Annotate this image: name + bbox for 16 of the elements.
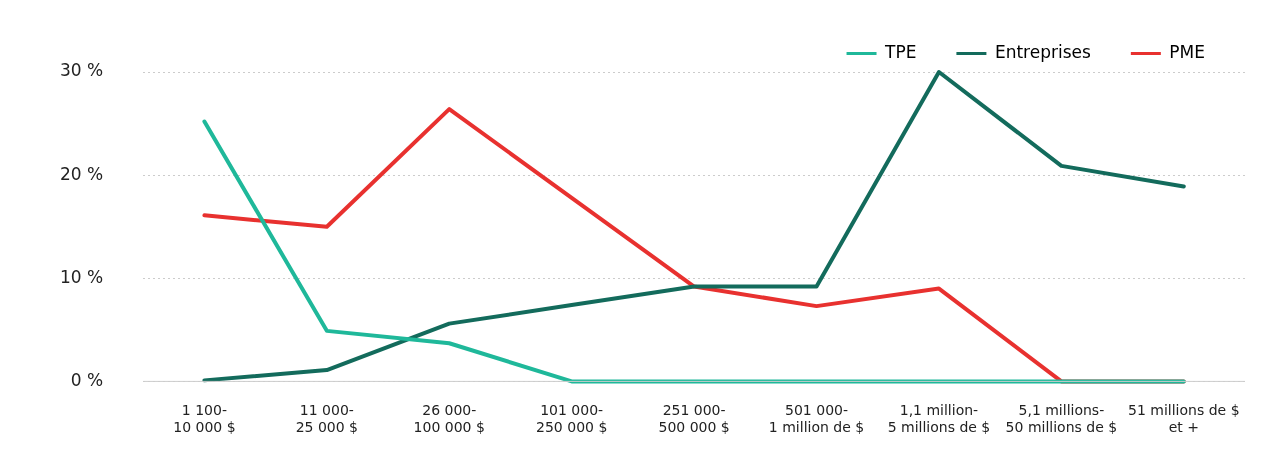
x-tick-label: 26 000- 100 000 $ <box>413 402 485 436</box>
legend-label: TPE <box>884 41 917 62</box>
x-tick-label: 51 millions de $ et + <box>1128 402 1240 436</box>
x-tick-label: 1,1 million- 5 millions de $ <box>887 402 991 436</box>
legend-label: Entreprises <box>994 41 1091 62</box>
x-tick-label: 251 000- 500 000 $ <box>658 402 730 436</box>
x-tick-label: 5,1 millions- 50 millions de $ <box>1005 402 1118 436</box>
y-tick-label: 0 % <box>70 369 104 390</box>
legend-label: PME <box>1169 41 1206 62</box>
x-tick-label: 1 100- 10 000 $ <box>173 402 236 436</box>
x-tick-label: 11 000- 25 000 $ <box>295 402 358 436</box>
x-tick-label: 501 000- 1 million de $ <box>768 402 865 436</box>
y-tick-label: 30 % <box>59 60 104 81</box>
y-tick-label: 10 % <box>59 266 104 287</box>
y-tick-label: 20 % <box>59 163 104 184</box>
x-tick-label: 101 000- 250 000 $ <box>536 402 608 436</box>
